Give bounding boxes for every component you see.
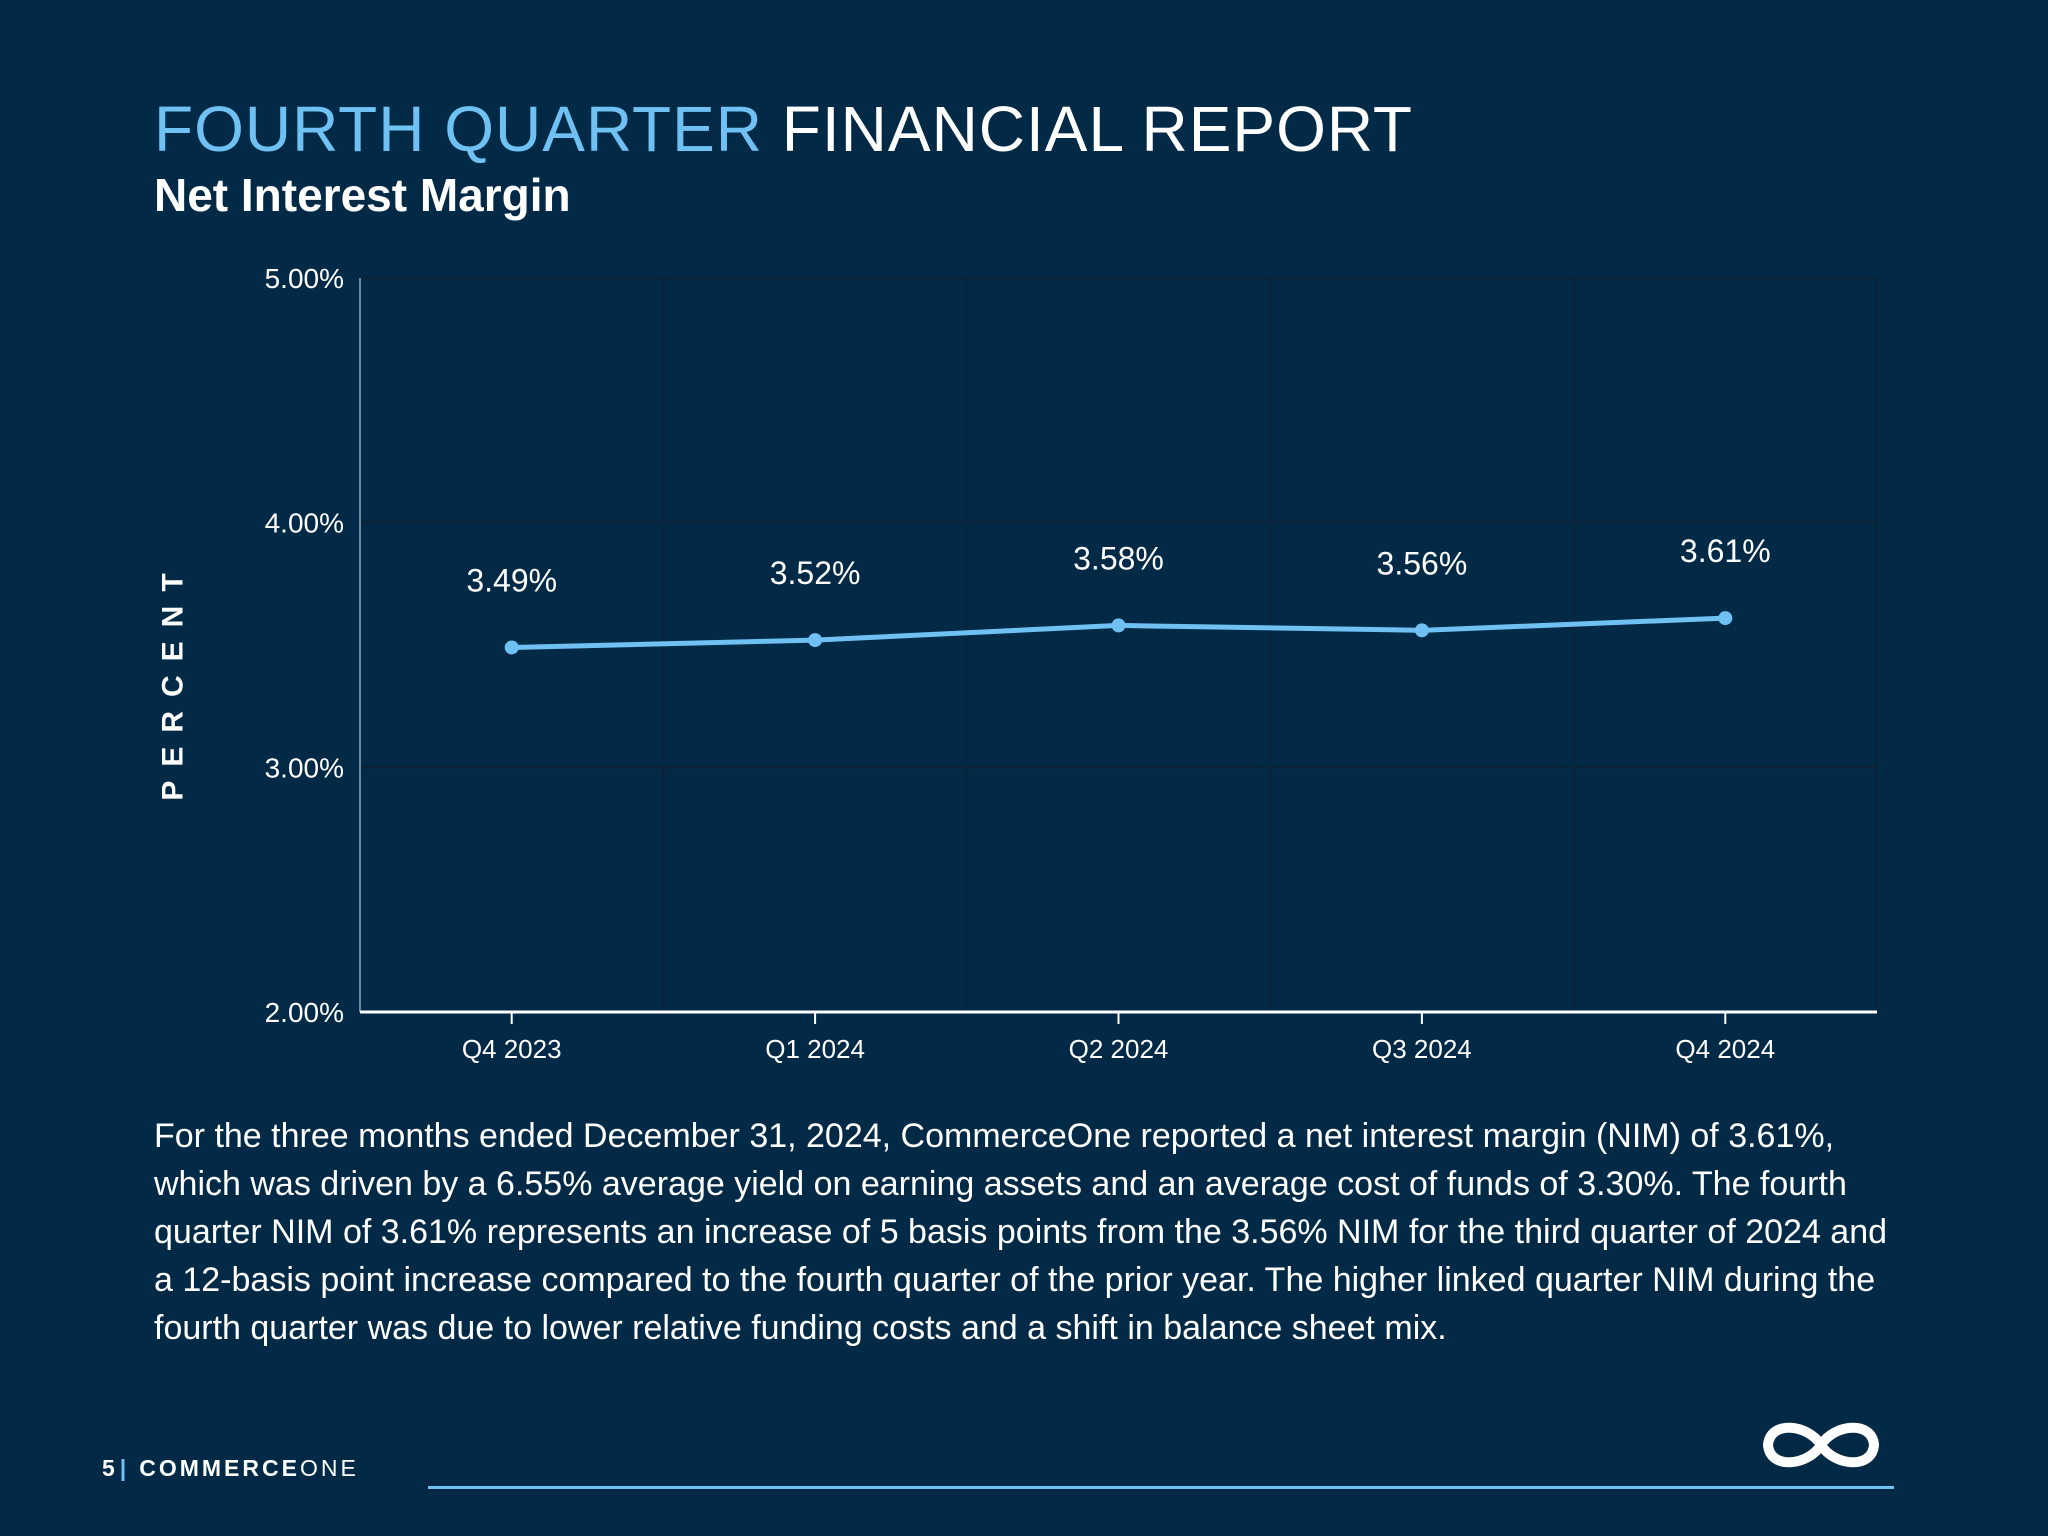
footer-divider: [428, 1486, 1894, 1489]
title-rest: FINANCIAL REPORT: [781, 93, 1413, 165]
x-tick-label: Q2 2024: [1069, 1034, 1169, 1064]
x-tick-label: Q1 2024: [765, 1034, 865, 1064]
data-point: [1414, 623, 1429, 638]
y-tick-label: 4.00%: [265, 508, 344, 539]
footer-separator: |: [119, 1455, 130, 1481]
page-subtitle: Net Interest Margin: [154, 169, 571, 221]
x-tick-label: Q4 2024: [1675, 1034, 1775, 1064]
y-tick-label: 2.00%: [265, 997, 344, 1028]
x-tick-label: Q4 2023: [462, 1034, 562, 1064]
data-label: 3.61%: [1680, 533, 1771, 569]
page-number: 5: [102, 1455, 118, 1481]
page-title: FOURTH QUARTER FINANCIAL REPORT: [154, 92, 1413, 166]
data-label: 3.58%: [1073, 540, 1164, 576]
brand-name-bold: COMMERCE: [139, 1455, 300, 1481]
y-tick-label: 3.00%: [265, 752, 344, 783]
data-point: [504, 640, 519, 655]
infinity-logo-icon: [1763, 1422, 1879, 1468]
y-tick-label: 5.00%: [265, 263, 344, 294]
x-tick-label: Q3 2024: [1372, 1034, 1472, 1064]
footer-brand: 5| COMMERCEONE: [102, 1455, 359, 1482]
data-point: [808, 633, 823, 648]
data-label: 3.49%: [466, 562, 557, 598]
brand-name-light: ONE: [299, 1455, 359, 1481]
data-point: [1111, 618, 1126, 633]
data-label: 3.56%: [1377, 545, 1468, 581]
nim-line-chart: 2.00% 3.00% 4.00% 5.00% Q4 2023 Q1 2024 Q2 202…: [265, 263, 1878, 1064]
data-point: [1718, 611, 1733, 626]
data-label: 3.52%: [770, 555, 861, 591]
commentary-paragraph: For the three months ended December 31, …: [154, 1117, 1888, 1347]
title-accent: FOURTH QUARTER: [154, 93, 763, 165]
